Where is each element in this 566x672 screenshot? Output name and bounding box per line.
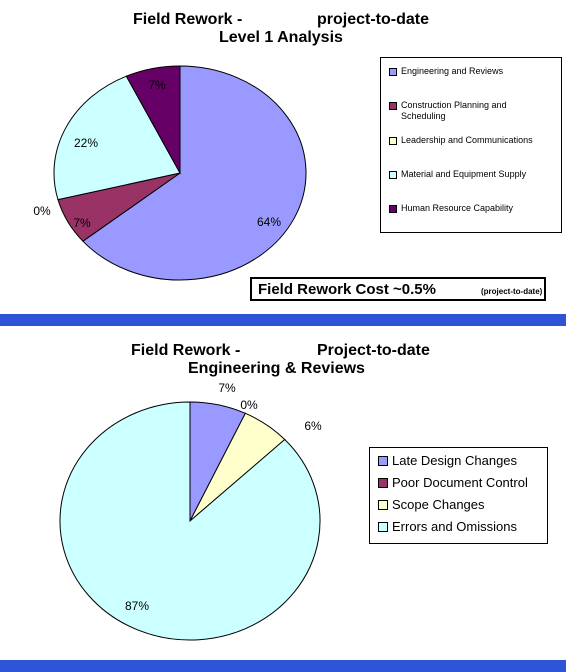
legend-label: Late Design Changes [392,453,518,468]
legend-item-poor-document-control: Poor Document Control [378,475,528,491]
legend-label: Construction Planning and Scheduling [401,100,507,121]
legend-swatch [389,102,397,110]
legend-swatch [389,137,397,145]
chart2-title-line2: Engineering & Reviews [188,360,365,377]
legend-swatch [378,456,388,466]
legend-swatch [389,171,397,179]
section-divider-bottom [0,660,566,672]
legend-item-leadership-and-communications: Leadership and Communications [389,135,533,146]
data-label-material-and-equipment-supply: 22% [74,136,98,150]
legend-swatch [389,68,397,76]
legend-item-engineering-and-reviews: Engineering and Reviews [389,66,503,77]
legend-item-human-resource-capability: Human Resource Capability [389,203,513,214]
legend-label: Poor Document Control [392,475,528,490]
legend-swatch [378,478,388,488]
data-label-engineering-and-reviews: 64% [257,215,281,229]
data-label-poor-document-control: 0% [240,398,258,412]
legend-item-material-and-equipment-supply: Material and Equipment Supply [389,169,526,180]
data-label-errors-and-omissions: 87% [125,599,149,613]
legend-item-late-design-changes: Late Design Changes [378,453,517,469]
pie-slice-errors-and-omissions [59,401,321,641]
legend-item-errors-and-omissions: Errors and Omissions [378,519,517,535]
pie-chart-engineering: 7% 0% 6% 87% [59,381,322,641]
chart1-title-line2: Level 1 Analysis [219,29,343,46]
legend-label: Material and Equipment Supply [401,169,527,179]
chart1-title-right: project-to-date [317,11,429,28]
chart2-title-left: Field Rework - [131,342,241,359]
data-label-human-resource-capability: 7% [148,78,166,92]
data-label-leadership-and-communications: 0% [33,204,51,218]
legend-label: Errors and Omissions [392,519,517,534]
rework-cost-annotation: Field Rework Cost ~0.5% (project-to-date… [250,277,546,301]
legend-label: Engineering and Reviews [401,66,504,76]
pie-slice-human-resource-capability [125,65,181,175]
pie-slice-engineering-and-reviews [82,65,307,281]
rework-cost-text: Field Rework Cost ~0.5% [258,281,436,298]
legend-swatch [389,205,397,213]
pie-slice-material-and-equipment-supply [53,75,181,201]
legend-label: Leadership and Communications [401,135,533,145]
data-label-construction-planning-and-scheduling: 7% [73,216,91,230]
legend-engineering: Late Design Changes Poor Document Control… [369,447,548,544]
legend-swatch [378,500,388,510]
legend-label: Scope Changes [392,497,485,512]
chart1-title-left: Field Rework - [133,11,243,28]
legend-swatch [378,522,388,532]
chart2-title-right: Project-to-date [317,342,430,359]
section-divider-top [0,314,566,326]
legend-item-construction-planning-and-scheduling: Construction Planning and Scheduling [389,100,507,122]
legend-level1: Engineering and Reviews Construction Plan… [380,57,562,233]
rework-cost-note: (project-to-date) [481,287,543,296]
data-label-late-design-changes: 7% [218,381,236,395]
legend-item-scope-changes: Scope Changes [378,497,485,513]
legend-label: Human Resource Capability [401,203,514,213]
data-label-scope-changes: 6% [304,419,322,433]
pie-chart-level1: 64% 7% 0% 22% 7% [33,65,307,281]
